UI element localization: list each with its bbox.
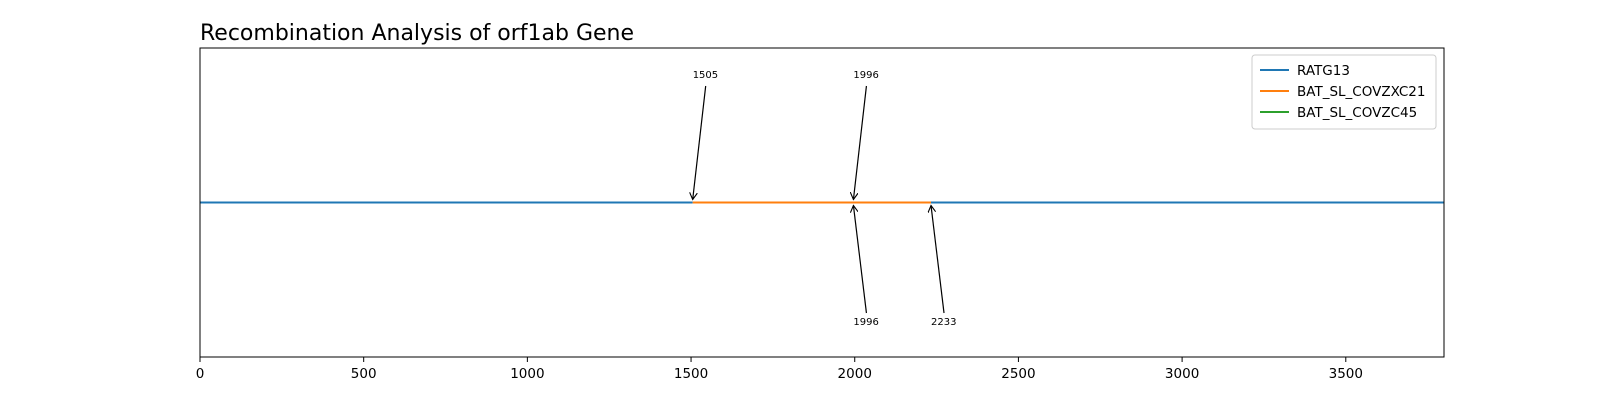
x-tick-label-7: 3500 <box>1329 366 1363 382</box>
annotation-arrow-0 <box>693 85 707 200</box>
legend-label-1: BAT_SL_COVZXC21 <box>1297 84 1425 100</box>
annotation-label-0: 1505 <box>693 70 718 81</box>
x-axis: 0 500 1000 1500 2000 2500 3000 3500 <box>196 357 1363 382</box>
annotation-arrow-2 <box>853 206 868 314</box>
x-tick-label-1: 500 <box>351 366 377 382</box>
x-tick-label-4: 2000 <box>838 366 872 382</box>
annotation-label-3: 2233 <box>931 317 956 328</box>
legend-label-0: RATG13 <box>1297 63 1350 79</box>
chart-title: Recombination Analysis of orf1ab Gene <box>200 21 634 46</box>
legend-box <box>1251 54 1437 130</box>
legend-label-2: BAT_SL_COVZC45 <box>1297 105 1417 121</box>
plot-frame <box>199 47 1445 358</box>
annotation-arrow-1 <box>853 85 868 200</box>
x-tick-label-0: 0 <box>196 366 205 382</box>
legend: RATG13 BAT_SL_COVZXC21 BAT_SL_COVZC45 <box>1251 54 1437 130</box>
annotation-arrow-3 <box>931 206 945 314</box>
annotation-label-2: 1996 <box>853 317 878 328</box>
annotation-layer: 1505 1996 1996 2233 <box>693 70 956 328</box>
x-tick-label-5: 2500 <box>1001 366 1035 382</box>
x-tick-label-3: 1500 <box>674 366 708 382</box>
x-tick-label-2: 1000 <box>510 366 544 382</box>
annotation-label-1: 1996 <box>853 70 878 81</box>
x-tick-label-6: 3000 <box>1165 366 1199 382</box>
